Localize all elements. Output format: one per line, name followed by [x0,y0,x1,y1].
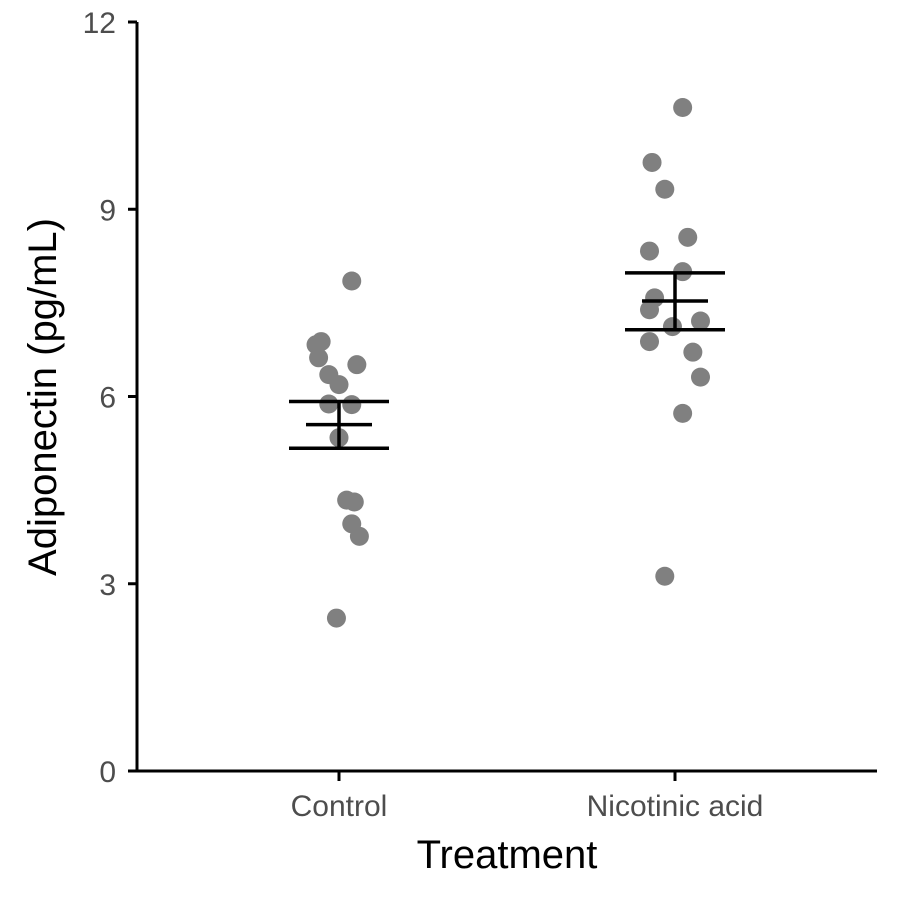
data-point [640,241,659,261]
y-axis-title: Adiponectin (pg/mL) [21,218,65,576]
data-point [347,355,367,375]
data-point [640,332,659,352]
data-point [342,395,362,415]
data-point [678,227,698,247]
data-point [309,348,329,368]
plot-marks [289,98,725,628]
data-point [691,311,710,331]
data-point [342,271,362,291]
x-axis-title: Treatment [417,833,598,877]
data-point [673,403,693,423]
data-point [319,394,339,414]
data-point [655,179,675,199]
y-tick-label: 3 [99,569,116,602]
data-point [326,608,346,628]
data-point [349,526,369,546]
data-point [640,300,659,320]
y-tick-label: 12 [83,7,116,40]
data-point [655,566,675,586]
y-tick-label: 6 [99,382,116,415]
data-point [344,492,364,512]
data-point [683,342,703,362]
y-axis-ticks: 0 3 6 9 12 [83,7,137,789]
x-tick-label: Control [291,790,388,823]
data-point [691,367,710,387]
x-axis-ticks: Control Nicotinic acid [291,771,764,823]
data-point [662,317,682,337]
data-point [673,98,693,118]
x-tick-label: Nicotinic acid [587,790,764,823]
y-tick-label: 0 [99,756,116,789]
y-tick-label: 9 [99,194,116,227]
data-point [329,375,349,395]
data-point [642,152,662,172]
